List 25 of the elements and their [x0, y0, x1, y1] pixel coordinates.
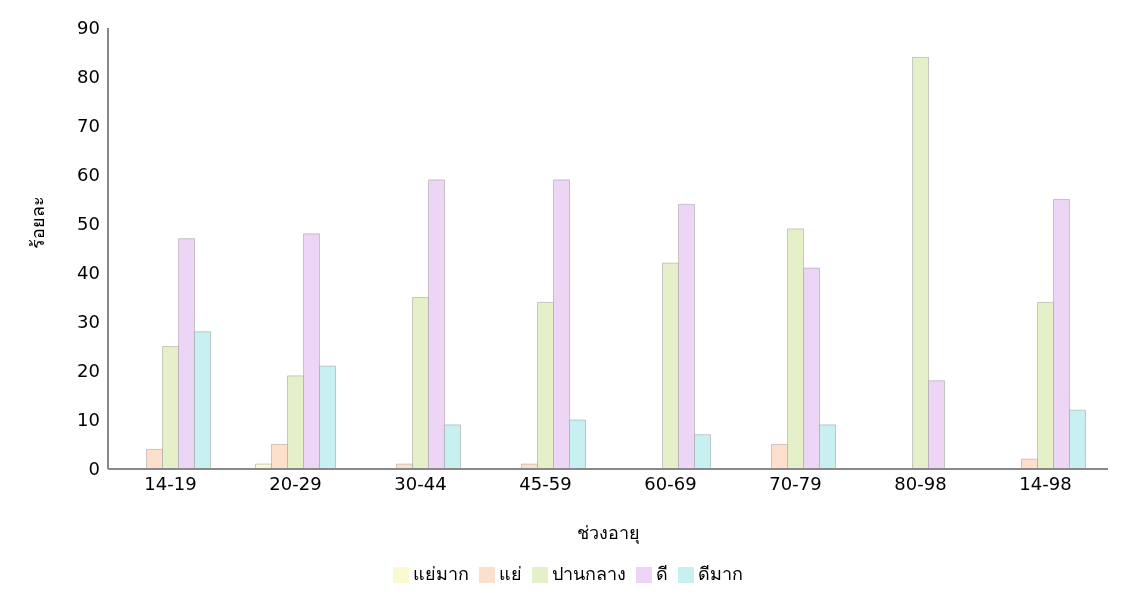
y-tick-label: 30: [77, 311, 100, 333]
y-tick-label: 50: [77, 213, 100, 235]
y-tick-label: 80: [77, 66, 100, 88]
x-tick-label: 80-98: [894, 472, 947, 494]
x-tick-label: 14-19: [144, 472, 197, 494]
x-tick-label: 30-44: [394, 472, 447, 494]
legend-label: ดี: [656, 563, 668, 584]
legend-label: แย่มาก: [413, 563, 469, 584]
y-tick-label: 60: [77, 164, 100, 186]
y-tick-label: 0: [88, 458, 100, 480]
x-tick-label: 20-29: [269, 472, 322, 494]
x-tick-label: 60-69: [644, 472, 697, 494]
x-tick-label: 70-79: [769, 472, 822, 494]
legend-label: ปานกลาง: [552, 563, 626, 584]
x-axis-title: ช่วงอายุ: [576, 522, 640, 544]
y-tick-label: 20: [77, 360, 100, 382]
y-tick-label: 40: [77, 262, 100, 284]
x-tick-label: 14-98: [1019, 472, 1072, 494]
y-tick-label: 10: [77, 409, 100, 431]
y-axis-title: ร้อยละ: [27, 195, 49, 249]
x-tick-label: 45-59: [519, 472, 572, 494]
y-tick-label: 70: [77, 115, 100, 137]
legend-label: ดีมาก: [698, 563, 743, 584]
legend-label: แย่: [499, 563, 522, 584]
y-tick-label: 90: [77, 17, 100, 39]
